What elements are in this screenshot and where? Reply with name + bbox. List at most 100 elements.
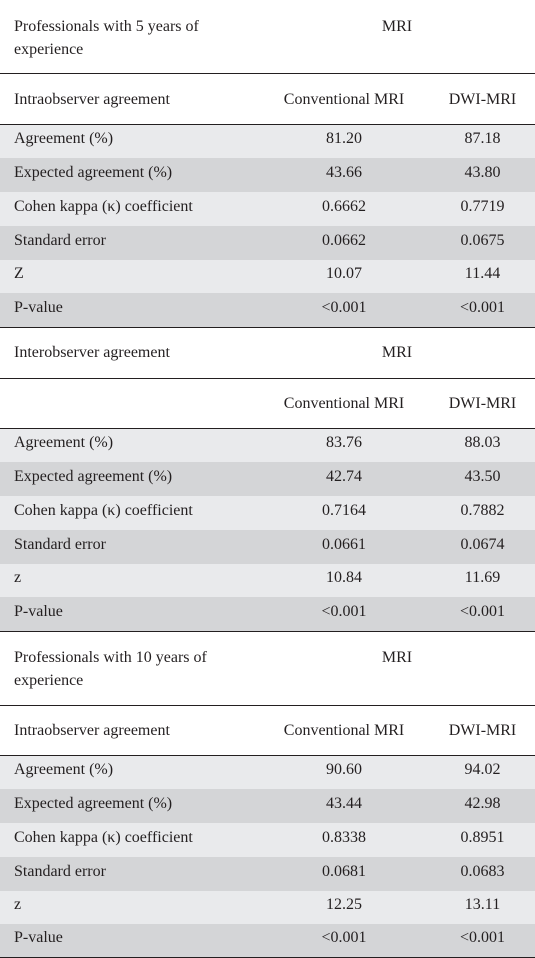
table-row: Agreement (%) 83.76 88.03 [0,429,535,462]
row-dwi: 0.7882 [460,502,505,519]
section-3-col-dwi: DWI-MRI [448,722,517,739]
row-conventional: 0.0662 [322,232,366,249]
table-row: z 12.25 13.11 [0,891,535,924]
row-label: Agreement (%) [14,130,114,147]
row-label: P-value [14,603,63,620]
row-conventional: 0.6662 [322,198,366,215]
row-label: Expected agreement (%) [14,795,173,812]
row-label: Agreement (%) [14,434,114,451]
row-conventional: 0.7164 [322,502,366,519]
row-conventional: 90.60 [326,761,362,778]
table-row: Expected agreement (%) 42.74 43.50 [0,462,535,496]
section-1-subheader-row: Intraobserver agreement Conventional MRI… [0,74,535,124]
row-dwi: <0.001 [459,929,506,946]
row-conventional: 83.76 [326,434,362,451]
table-row: Expected agreement (%) 43.44 42.98 [0,789,535,823]
row-conventional: <0.001 [321,929,367,946]
row-dwi: 11.44 [464,265,501,282]
section-1-group-title-line2: experience [14,41,84,58]
row-label: Cohen kappa (κ) coefficient [14,198,193,215]
section-1-mri-header: MRI [381,18,413,35]
table-row: Cohen kappa (κ) coefficient 0.6662 0.771… [0,192,535,226]
section-3-group-title-line1: Professionals with 10 years of [14,649,207,666]
section-1-col-dwi: DWI-MRI [448,91,517,108]
row-label: Standard error [14,232,106,249]
table-row: Agreement (%) 90.60 94.02 [0,756,535,789]
section-1-group-header-row: Professionals with 5 years of experience… [0,0,535,74]
section-2-col-dwi: DWI-MRI [448,395,517,412]
row-dwi: <0.001 [459,603,506,620]
section-2-col-conventional: Conventional MRI [283,395,405,412]
table-row: Z 10.07 11.44 [0,260,535,293]
table-row: P-value <0.001 <0.001 [0,924,535,957]
section-1-subheader-label: Intraobserver agreement [14,91,170,108]
table-row: Agreement (%) 81.20 87.18 [0,125,535,158]
row-label: Agreement (%) [14,761,114,778]
row-conventional: <0.001 [321,299,367,316]
section-2-group-title: Interobserver agreement [14,344,170,361]
row-dwi: 11.69 [464,569,501,586]
row-conventional: 43.66 [326,164,362,181]
row-label: Cohen kappa (κ) coefficient [14,829,193,846]
row-dwi: 0.8951 [460,829,505,846]
row-conventional: <0.001 [321,603,367,620]
row-conventional: 43.44 [326,795,362,812]
rule [0,124,535,125]
row-dwi: 0.0683 [460,863,505,880]
row-dwi: 0.7719 [460,198,505,215]
row-conventional: 0.0661 [322,536,366,553]
row-label: Standard error [14,863,106,880]
section-2-mri-header: MRI [381,344,413,361]
row-dwi: 43.50 [464,468,501,485]
rule [0,378,535,379]
section-2-group-header-row: Interobserver agreement MRI [0,328,535,378]
row-dwi: 0.0675 [460,232,505,249]
table-row: z 10.84 11.69 [0,564,535,597]
table-row: Cohen kappa (κ) coefficient 0.8338 0.895… [0,823,535,857]
row-dwi: 87.18 [464,130,501,147]
row-conventional: 12.25 [326,896,362,913]
section-2-subheader-row: Conventional MRI DWI-MRI [0,379,535,428]
row-dwi: 0.0674 [460,536,505,553]
section-3-subheader-label: Intraobserver agreement [14,722,170,739]
section-3-group-title-line2: experience [14,672,84,689]
section-3-col-conventional: Conventional MRI [283,722,405,739]
row-dwi: 88.03 [464,434,501,451]
section-3-subheader-row: Intraobserver agreement Conventional MRI… [0,706,535,755]
row-label: Expected agreement (%) [14,164,173,181]
row-conventional: 0.0681 [322,863,366,880]
table-row: Cohen kappa (κ) coefficient 0.7164 0.788… [0,496,535,530]
rule [0,705,535,706]
row-label: P-value [14,299,63,316]
row-dwi: <0.001 [459,299,506,316]
row-label: z [14,896,22,913]
row-conventional: 42.74 [326,468,362,485]
rule [0,73,535,74]
section-3-mri-header: MRI [381,649,413,666]
row-conventional: 81.20 [326,130,362,147]
section-1-group-title-line1: Professionals with 5 years of [14,18,199,35]
row-dwi: 43.80 [464,164,501,181]
section-3-group-header-row: Professionals with 10 years of experienc… [0,632,535,705]
row-label: Z [14,265,24,282]
row-conventional: 10.84 [326,569,362,586]
row-dwi: 13.11 [464,896,501,913]
row-dwi: 42.98 [464,795,501,812]
rule [0,755,535,756]
row-label: z [14,569,22,586]
rule [0,327,535,328]
rule [0,428,535,429]
table-row: P-value <0.001 <0.001 [0,293,535,327]
table-row: Expected agreement (%) 43.66 43.80 [0,158,535,192]
table-row: Standard error 0.0681 0.0683 [0,857,535,891]
table-row: P-value <0.001 <0.001 [0,597,535,631]
rule [0,631,535,632]
row-label: P-value [14,929,63,946]
row-dwi: 94.02 [464,761,501,778]
row-conventional: 10.07 [326,265,362,282]
row-conventional: 0.8338 [322,829,366,846]
table-row: Standard error 0.0661 0.0674 [0,530,535,564]
section-1-col-conventional: Conventional MRI [283,91,405,108]
row-label: Standard error [14,536,106,553]
